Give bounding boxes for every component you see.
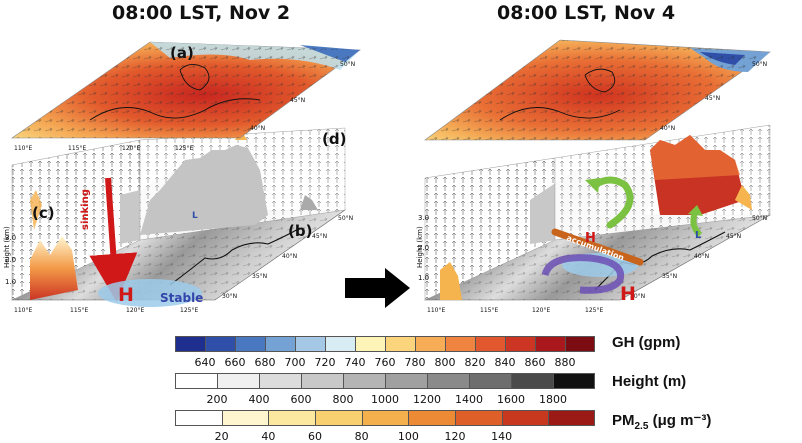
gh-tick-label: 820 bbox=[464, 356, 486, 369]
gh-tick-label: 860 bbox=[524, 356, 546, 369]
left-panel bbox=[11, 41, 361, 307]
pm25-swatch bbox=[175, 410, 222, 426]
gh-swatch bbox=[445, 336, 475, 352]
height-tick-label: 1000 bbox=[371, 393, 399, 406]
pm25-swatch bbox=[501, 410, 549, 426]
gh-tick-label: 800 bbox=[434, 356, 456, 369]
height-swatch bbox=[175, 373, 217, 389]
height-swatch bbox=[217, 373, 259, 389]
gh-tick-label: 680 bbox=[254, 356, 276, 369]
gh-swatch bbox=[385, 336, 415, 352]
gh-swatch bbox=[535, 336, 565, 352]
gh-tick-label: 740 bbox=[344, 356, 366, 369]
pm25-tick-label: 140 bbox=[491, 430, 513, 443]
pm25-plume-left-c bbox=[30, 236, 78, 300]
pm-label-main: PM bbox=[612, 412, 635, 429]
height-swatch bbox=[385, 373, 427, 389]
colorbar-pm25-label: PM2.5 (μg m⁻³) bbox=[612, 411, 711, 432]
colorbar-height: 200 400 600 800 1000 1200 1400 1600 1800 bbox=[175, 373, 595, 406]
colorbar-height-label: Height (m) bbox=[612, 373, 687, 390]
gh-swatch bbox=[475, 336, 505, 352]
gh-tick-label: 720 bbox=[314, 356, 336, 369]
pm25-tick-label: 40 bbox=[261, 430, 276, 443]
gh-swatch bbox=[325, 336, 355, 352]
pm25-swatch bbox=[361, 410, 409, 426]
right-panel-title: 08:00 LST, Nov 4 bbox=[497, 2, 676, 24]
right-panel bbox=[423, 39, 772, 301]
pm25-swatch bbox=[548, 410, 595, 426]
colorbar-pm25: 20 40 60 80 100 120 140 bbox=[175, 410, 595, 443]
gh-tick-label: 660 bbox=[224, 356, 246, 369]
height-swatch bbox=[301, 373, 343, 389]
height-tick-label: 200 bbox=[206, 393, 228, 406]
gh-swatch bbox=[175, 336, 205, 352]
height-tick-label: 1600 bbox=[497, 393, 525, 406]
colorbar-gh-ticks: 640 660 680 700 720 740 760 780 800 820 840 860 880 bbox=[175, 355, 595, 369]
pm25-tick-label: 20 bbox=[214, 430, 229, 443]
colorbar-pm25-ticks: 20 40 60 80 100 120 140 bbox=[175, 429, 595, 443]
height-tick-label: 400 bbox=[248, 393, 270, 406]
diagram-canvas bbox=[11, 39, 772, 308]
green-flow-arrow-2 bbox=[690, 211, 703, 238]
pm25-swatch bbox=[268, 410, 315, 426]
gh-swatch bbox=[235, 336, 265, 352]
purple-circulation-arrow bbox=[541, 254, 625, 294]
gh-tick-label: 700 bbox=[284, 356, 306, 369]
gh-tick-label: 780 bbox=[404, 356, 426, 369]
gh-swatch bbox=[505, 336, 535, 352]
pm25-tick-label: 80 bbox=[354, 430, 369, 443]
height-swatch bbox=[427, 373, 469, 389]
colorbar-pm25-swatches bbox=[175, 410, 595, 429]
pm-label-unit: (μg m⁻³) bbox=[648, 412, 712, 429]
height-tick-label: 800 bbox=[332, 393, 354, 406]
transition-arrow bbox=[345, 268, 410, 308]
colorbar-gh-label: GH (gpm) bbox=[612, 334, 681, 351]
sinking-arrow bbox=[89, 177, 138, 302]
orange-accumulation-band bbox=[551, 228, 644, 266]
gh-swatch bbox=[265, 336, 295, 352]
height-swatch bbox=[511, 373, 553, 389]
pm25-tick-label: 60 bbox=[308, 430, 322, 443]
gh-swatch bbox=[205, 336, 235, 352]
height-tick-label: 1800 bbox=[539, 393, 567, 406]
pm25-tick-label: 100 bbox=[397, 430, 419, 443]
gh-tick-label: 760 bbox=[374, 356, 396, 369]
colorbar-gh-swatches bbox=[175, 336, 595, 355]
colorbar-gh: 640 660 680 700 720 740 760 780 800 820 840 860 880 bbox=[175, 336, 595, 369]
green-flow-arrow-1 bbox=[591, 176, 634, 229]
pm25-tick-label: 120 bbox=[444, 430, 466, 443]
gh-swatch bbox=[565, 336, 595, 352]
gh-swatch bbox=[355, 336, 385, 352]
pm25-swatch bbox=[408, 410, 455, 426]
pm25-swatch bbox=[454, 410, 502, 426]
colorbar-height-ticks: 200 400 600 800 1000 1200 1400 1600 1800 bbox=[175, 392, 595, 406]
pm-label-sub: 2.5 bbox=[634, 421, 649, 432]
gh-tick-label: 840 bbox=[494, 356, 516, 369]
height-swatch bbox=[259, 373, 301, 389]
pm25-swatch bbox=[314, 410, 362, 426]
left-panel-title: 08:00 LST, Nov 2 bbox=[112, 2, 291, 24]
height-swatch bbox=[469, 373, 511, 389]
pm25-swatch bbox=[221, 410, 269, 426]
height-tick-label: 1200 bbox=[413, 393, 441, 406]
gh-swatch bbox=[415, 336, 445, 352]
coastline-left bbox=[169, 227, 301, 286]
height-tick-label: 600 bbox=[290, 393, 312, 406]
height-tick-label: 1400 bbox=[455, 393, 483, 406]
gh-swatch bbox=[295, 336, 325, 352]
stable-region-ellipse bbox=[98, 279, 202, 307]
height-swatch bbox=[343, 373, 385, 389]
colorbar-height-swatches bbox=[175, 373, 595, 392]
gh-tick-label: 880 bbox=[554, 356, 576, 369]
height-swatch bbox=[553, 373, 595, 389]
gh-tick-label: 640 bbox=[194, 356, 216, 369]
